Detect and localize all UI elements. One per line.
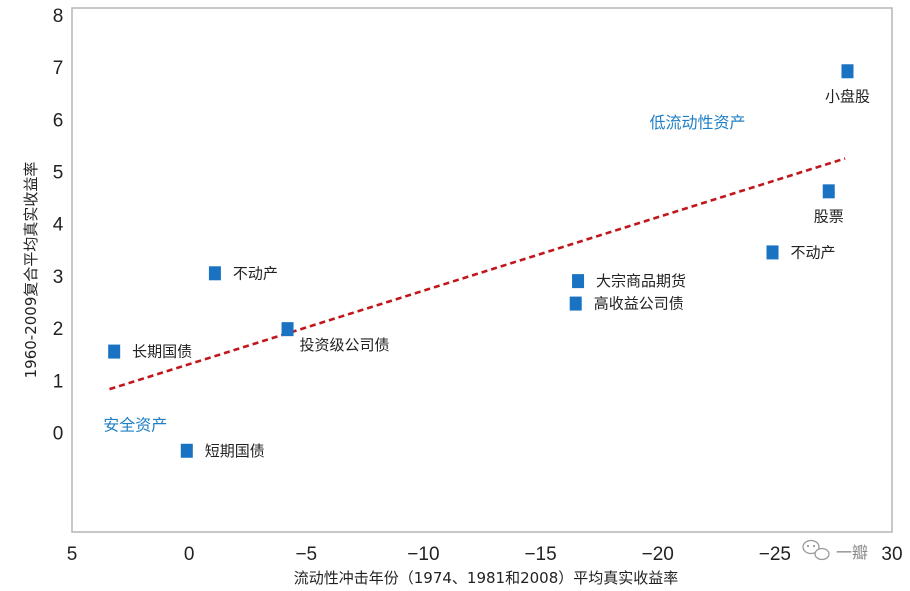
watermark: 一瓣	[802, 539, 868, 562]
x-tick-label: 0	[184, 544, 195, 565]
y-tick-label: 7	[53, 58, 64, 79]
data-point-label: 小盘股	[825, 87, 870, 105]
x-tick-label: 5	[67, 544, 78, 565]
annotation-label: 低流动性资产	[650, 113, 746, 132]
data-point-marker	[569, 296, 582, 311]
data-point-marker	[208, 266, 221, 281]
x-tick-label: −5	[295, 544, 317, 565]
x-tick-label: −15	[524, 544, 556, 565]
data-point-marker	[108, 344, 121, 359]
data-point-label: 短期国债	[205, 442, 265, 460]
x-axis-title: 流动性冲击年份（1974、1981和2008）平均真实收益率	[294, 569, 679, 587]
y-tick-label: 3	[53, 267, 64, 288]
annotation-label: 安全资产	[103, 416, 167, 435]
x-tick-labels: 5 0 −5 −10 −15 −20 −25 30	[67, 544, 903, 565]
x-tick-label: −20	[642, 544, 674, 565]
trend-line	[109, 157, 846, 391]
x-tick-label: 30	[881, 544, 902, 565]
data-point-marker	[822, 184, 835, 199]
x-tick-label: −10	[407, 544, 439, 565]
y-tick-label: 5	[53, 163, 64, 184]
data-point-marker	[180, 443, 193, 458]
x-tick-label: −25	[759, 544, 791, 565]
data-point-label: 不动产	[233, 264, 278, 282]
data-point-label: 长期国债	[132, 343, 192, 361]
y-tick-label: 4	[53, 215, 64, 236]
y-tick-label: 0	[53, 424, 64, 445]
data-point-marker	[841, 64, 854, 79]
wechat-icon	[802, 539, 830, 561]
y-tick-labels: 0 1 2 3 4 5 6 7 8	[53, 6, 64, 445]
data-point-marker	[281, 322, 294, 337]
data-point-label: 不动产	[791, 243, 836, 261]
data-point-label: 大宗商品期货	[596, 272, 686, 290]
y-tick-label: 8	[53, 6, 64, 27]
data-point-marker	[572, 274, 585, 289]
data-point-label: 投资级公司债	[300, 336, 390, 354]
data-point-label: 股票	[814, 207, 844, 225]
y-tick-label: 6	[53, 110, 64, 131]
y-axis-title: 1960-2009复合平均真实收益率	[22, 162, 40, 379]
watermark-text: 一瓣	[836, 543, 868, 562]
y-tick-label: 1	[53, 371, 64, 392]
y-tick-label: 2	[53, 319, 64, 340]
data-point-label: 高收益公司债	[594, 295, 684, 313]
plot-frame	[71, 7, 893, 533]
data-point-marker	[766, 245, 779, 260]
